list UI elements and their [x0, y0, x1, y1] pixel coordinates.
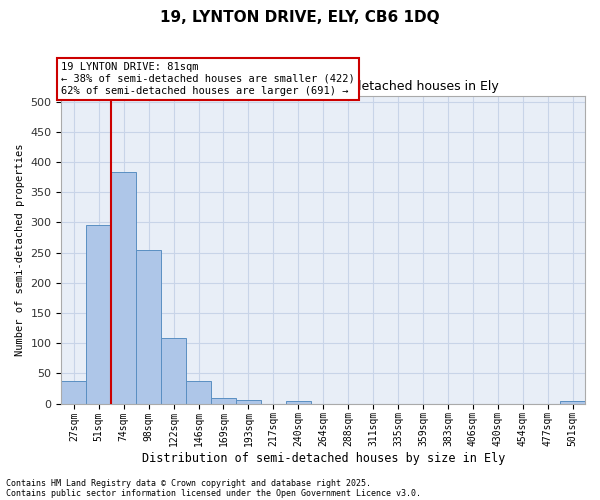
Bar	[286, 401, 311, 404]
Bar	[186, 381, 211, 404]
Bar	[236, 400, 261, 404]
Text: 19 LYNTON DRIVE: 81sqm
← 38% of semi-detached houses are smaller (422)
62% of se: 19 LYNTON DRIVE: 81sqm ← 38% of semi-det…	[61, 62, 355, 96]
Y-axis label: Number of semi-detached properties: Number of semi-detached properties	[15, 144, 25, 356]
Bar	[560, 401, 585, 404]
Bar	[161, 338, 186, 404]
Text: Contains HM Land Registry data © Crown copyright and database right 2025.: Contains HM Land Registry data © Crown c…	[6, 478, 371, 488]
X-axis label: Distribution of semi-detached houses by size in Ely: Distribution of semi-detached houses by …	[142, 452, 505, 465]
Bar	[86, 226, 111, 404]
Bar	[136, 250, 161, 404]
Bar	[211, 398, 236, 404]
Bar	[61, 381, 86, 404]
Bar	[111, 172, 136, 404]
Title: Size of property relative to semi-detached houses in Ely: Size of property relative to semi-detach…	[148, 80, 499, 93]
Text: 19, LYNTON DRIVE, ELY, CB6 1DQ: 19, LYNTON DRIVE, ELY, CB6 1DQ	[160, 10, 440, 25]
Text: Contains public sector information licensed under the Open Government Licence v3: Contains public sector information licen…	[6, 488, 421, 498]
